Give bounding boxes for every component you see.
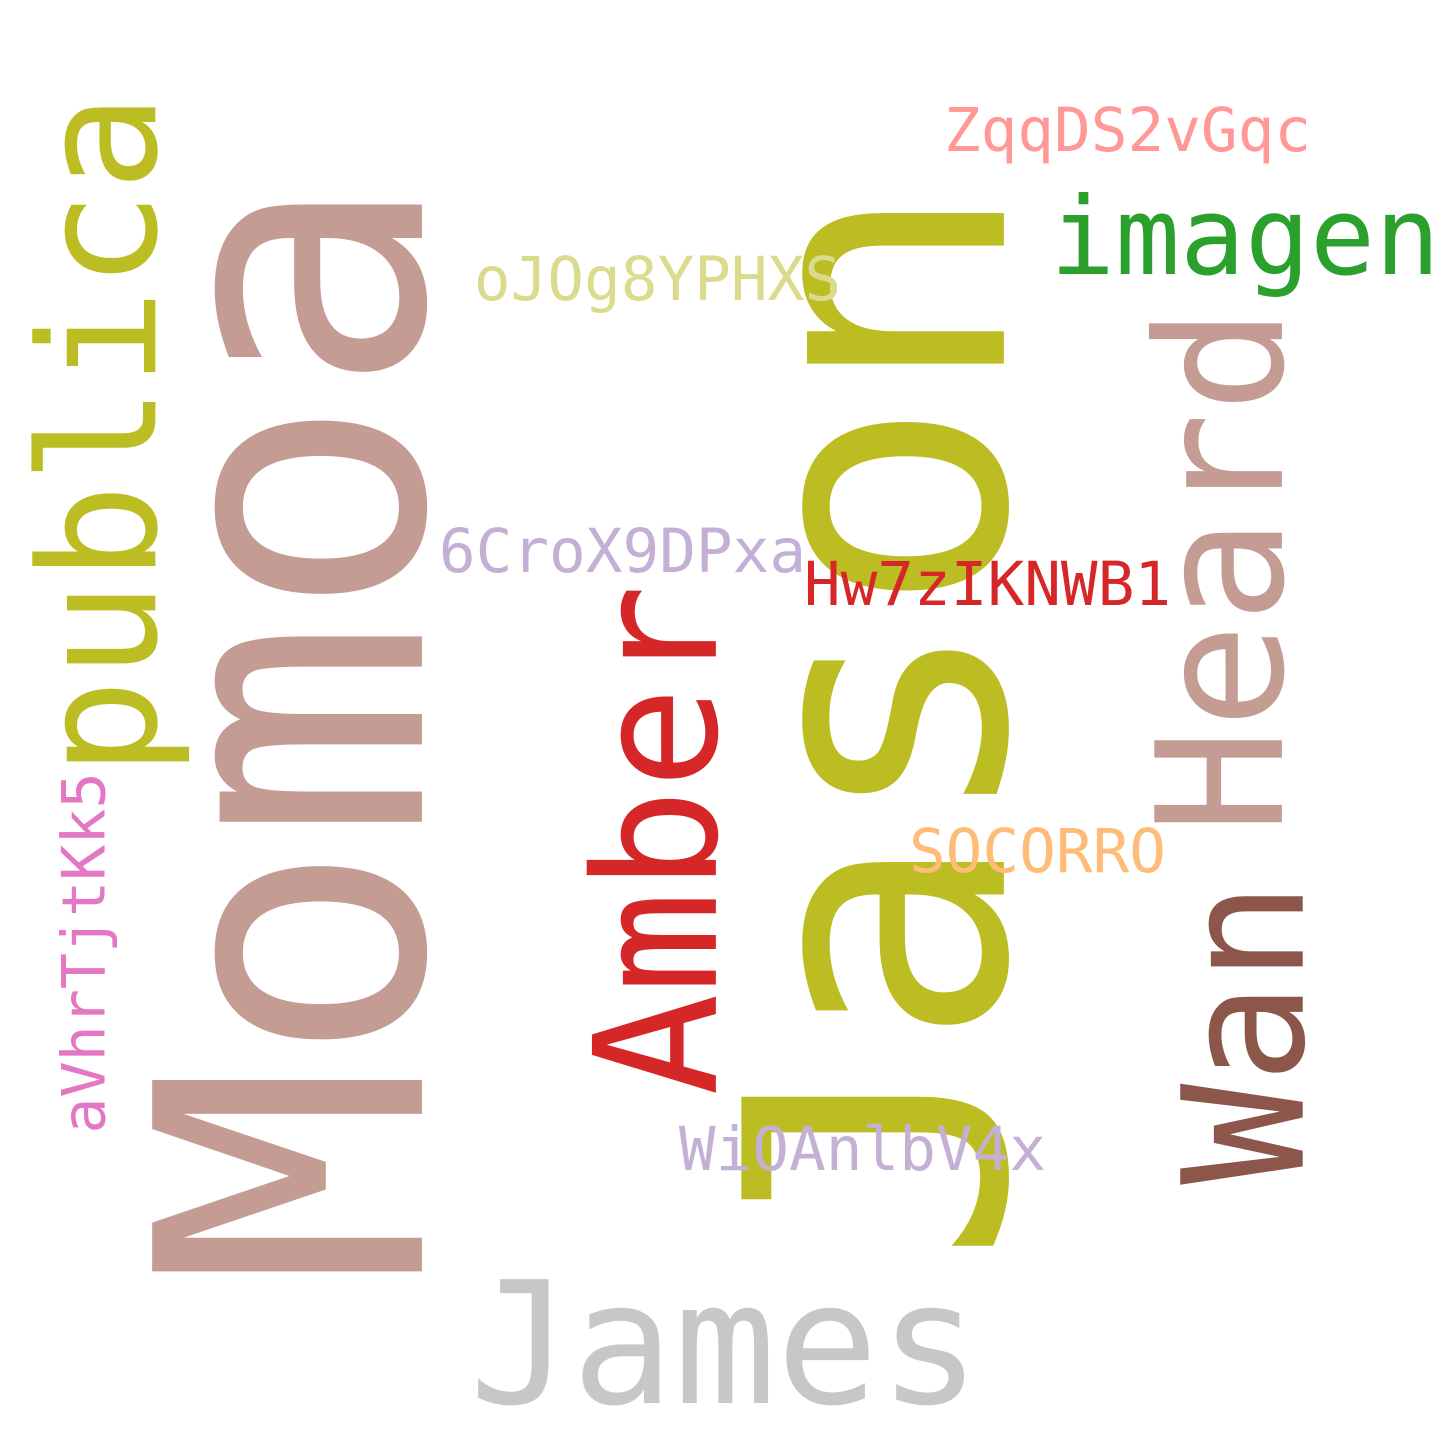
word-amber: Amber: [558, 584, 757, 1096]
word-avhrtjtkk5: aVhrTjtKk5: [50, 771, 121, 1134]
word-hw7ziknwb1: Hw7zIKNWB1: [803, 548, 1172, 620]
word-socorro: SOCORRO: [908, 815, 1167, 887]
word-6crox9dpxa: 6CroX9DPxa: [438, 515, 807, 587]
word-wan: Wan: [1147, 880, 1343, 1185]
word-ojog8yphxs: oJOg8YPHXS: [473, 243, 842, 315]
word-imagen: imagen: [1049, 174, 1440, 300]
word-publica: publica: [6, 93, 195, 777]
word-james: James: [469, 1246, 981, 1444]
word-zqqds2vgqc: ZqqDS2vGqc: [943, 94, 1312, 166]
word-wioanlbv4x: WiOAnlbV4x: [678, 1113, 1047, 1185]
